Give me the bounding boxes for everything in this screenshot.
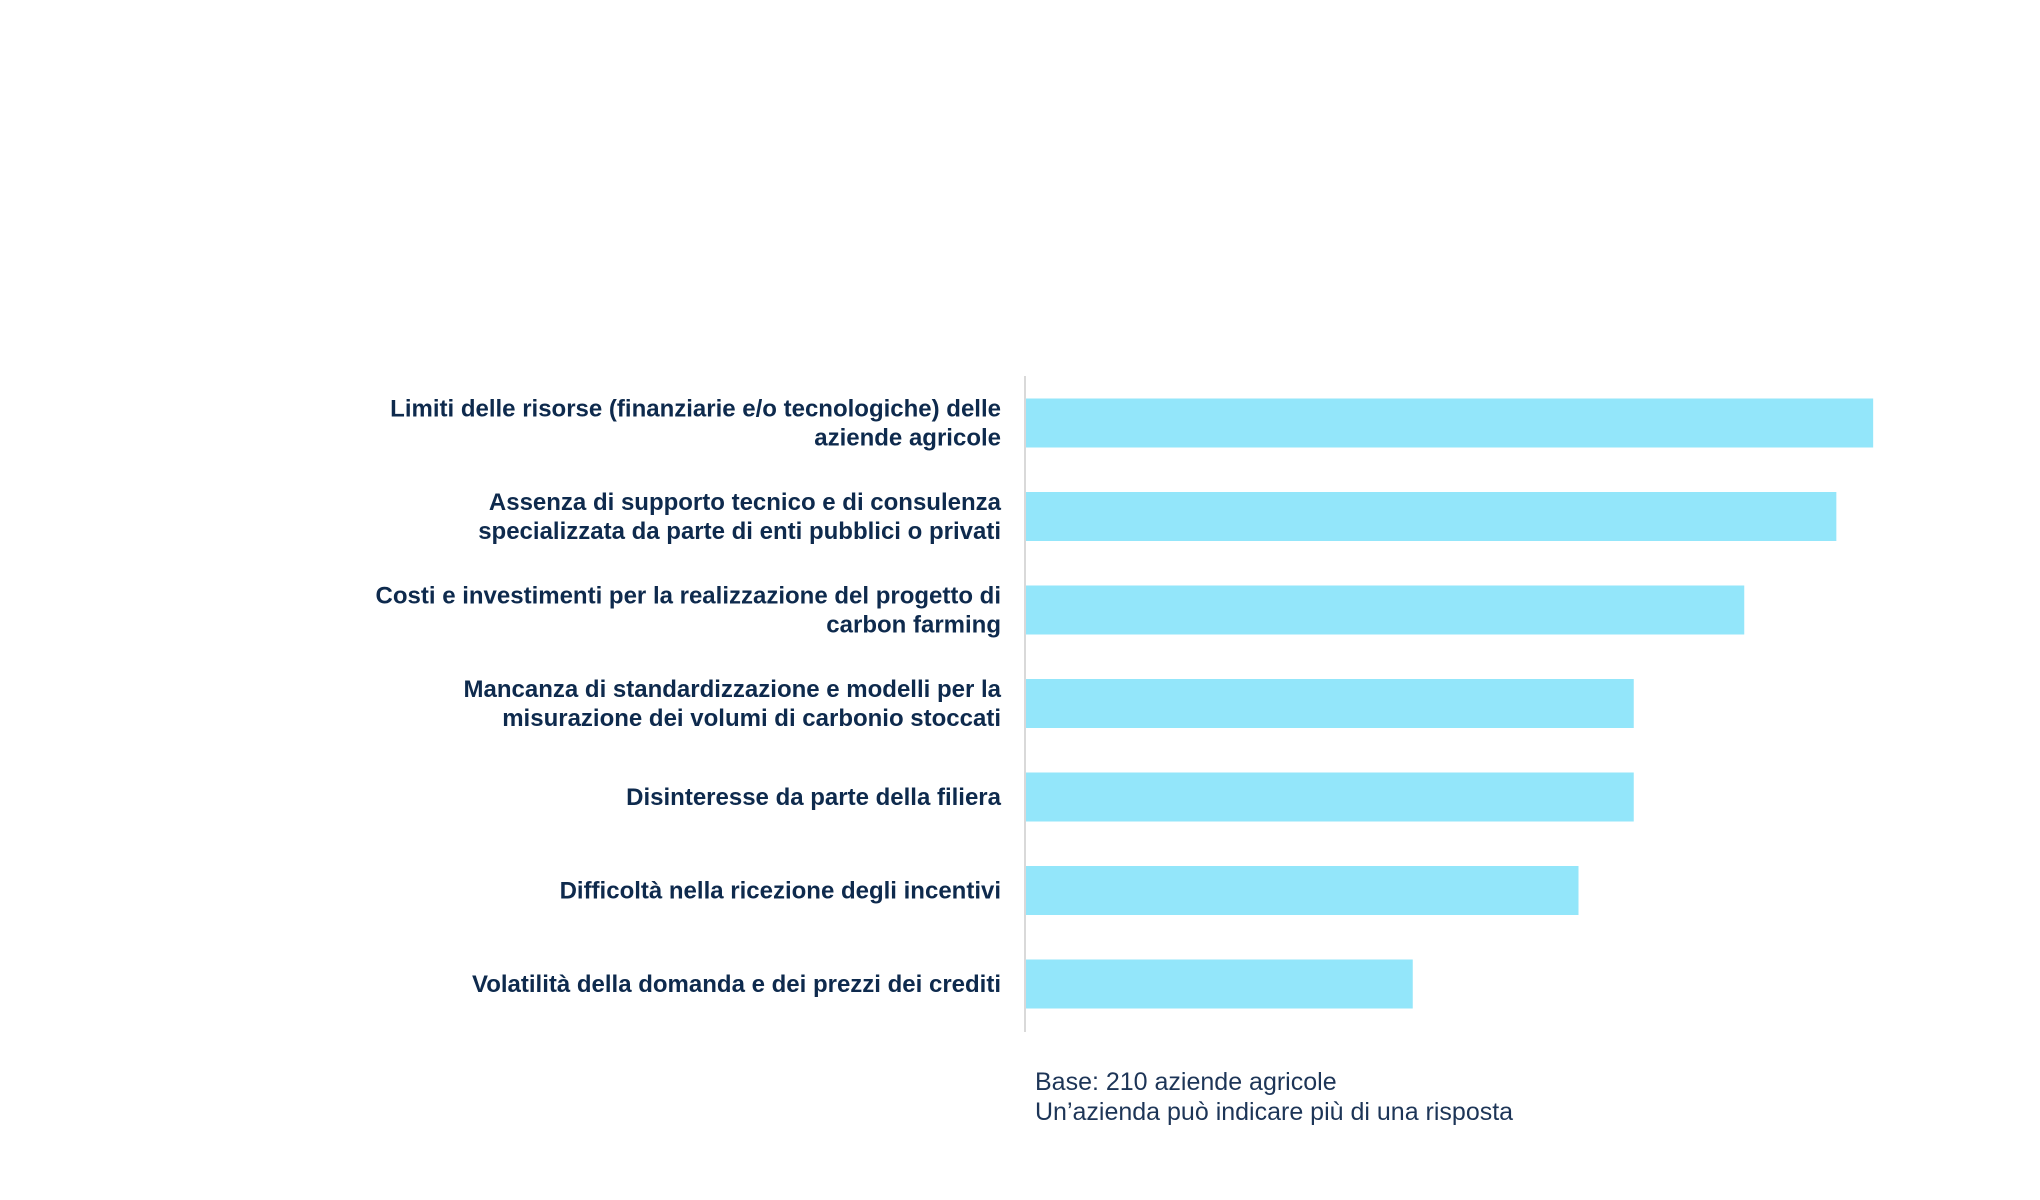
bar-1 xyxy=(1026,398,1874,448)
category-label-line: specializzata da parte di enti pubblici … xyxy=(478,518,1001,545)
category-labels-group: Limiti delle risorse (finanziarie e/o te… xyxy=(376,396,1002,999)
bar-3 xyxy=(1026,585,1745,635)
category-label-2: Assenza di supporto tecnico e di consule… xyxy=(478,489,1001,545)
category-label-line: Volatilità della domanda e dei prezzi de… xyxy=(472,971,1001,998)
category-label-6: Difficoltà nella ricezione degli incenti… xyxy=(560,878,1001,905)
category-label-line: Limiti delle risorse (finanziarie e/o te… xyxy=(390,396,1001,423)
category-label-line: carbon farming xyxy=(826,612,1001,639)
base-note: Base: 210 aziende agricole xyxy=(1035,1068,1337,1096)
category-label-line: aziende agricole xyxy=(814,425,1001,452)
category-label-3: Costi e investimenti per la realizzazion… xyxy=(376,583,1001,639)
bar-2 xyxy=(1026,492,1837,541)
category-label-line: misurazione dei volumi di carbonio stocc… xyxy=(502,705,1001,732)
bars-group xyxy=(1026,398,1874,1009)
bar-5 xyxy=(1026,772,1634,822)
category-label-5: Disinteresse da parte della filiera xyxy=(626,784,1001,811)
bar-4 xyxy=(1026,679,1634,728)
category-label-line: Costi e investimenti per la realizzazion… xyxy=(376,583,1001,610)
category-label-line: Mancanza di standardizzazione e modelli … xyxy=(464,676,1002,703)
category-label-line: Difficoltà nella ricezione degli incenti… xyxy=(560,878,1001,905)
category-label-1: Limiti delle risorse (finanziarie e/o te… xyxy=(390,396,1001,452)
category-label-4: Mancanza di standardizzazione e modelli … xyxy=(464,676,1002,732)
category-label-line: Assenza di supporto tecnico e di consule… xyxy=(489,489,1002,516)
bar-6 xyxy=(1026,866,1579,915)
category-label-7: Volatilità della domanda e dei prezzi de… xyxy=(472,971,1001,998)
bar-7 xyxy=(1026,959,1413,1009)
multiple-answers-note: Un’azienda può indicare più di una rispo… xyxy=(1035,1098,1513,1126)
category-label-line: Disinteresse da parte della filiera xyxy=(626,784,1001,811)
